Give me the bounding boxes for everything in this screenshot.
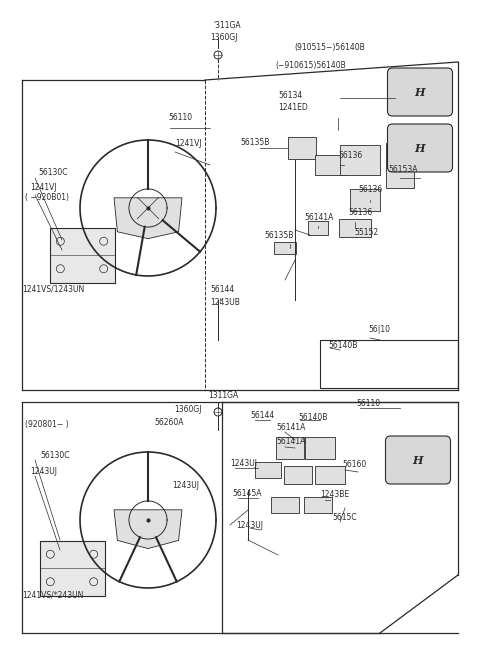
Text: 1243UJ: 1243UJ	[236, 521, 263, 530]
Text: 1311GA: 1311GA	[208, 391, 238, 400]
Bar	[339, 219, 371, 237]
Text: 56140B: 56140B	[328, 341, 358, 350]
Bar	[49, 227, 115, 283]
Bar	[305, 437, 335, 459]
Text: H: H	[413, 455, 423, 466]
Text: 1241VS/*243UN: 1241VS/*243UN	[22, 591, 84, 600]
Text: 1241VJ: 1241VJ	[175, 139, 202, 148]
Text: 56141A: 56141A	[276, 423, 305, 432]
Text: 56136: 56136	[338, 151, 362, 160]
Text: 1243UJ: 1243UJ	[30, 467, 57, 476]
FancyBboxPatch shape	[385, 436, 451, 484]
Bar	[271, 497, 299, 513]
Bar	[315, 466, 345, 484]
Text: 56144: 56144	[250, 411, 274, 420]
Bar	[340, 145, 380, 175]
Text: 56136: 56136	[348, 208, 372, 217]
Bar	[320, 340, 458, 388]
Polygon shape	[114, 510, 182, 549]
Text: 1241ED: 1241ED	[278, 103, 308, 112]
Text: H: H	[415, 87, 425, 97]
Text: 1243UB: 1243UB	[210, 298, 240, 307]
Text: 1243BE: 1243BE	[320, 490, 349, 499]
Bar	[39, 541, 105, 595]
Text: 1243UJ: 1243UJ	[172, 481, 199, 490]
Text: 1360GJ: 1360GJ	[174, 405, 202, 414]
Text: (910515−)56140B: (910515−)56140B	[294, 43, 365, 52]
Text: ( −920B01): ( −920B01)	[25, 193, 69, 202]
Text: 1241VJ: 1241VJ	[30, 183, 57, 192]
Text: 56130C: 56130C	[40, 451, 70, 460]
Text: 56145A: 56145A	[232, 489, 262, 498]
Text: 56136: 56136	[358, 185, 382, 194]
Text: '311GA: '311GA	[213, 21, 240, 30]
Text: (−910615)56140B: (−910615)56140B	[275, 61, 346, 70]
Bar	[274, 242, 296, 254]
Text: 55152: 55152	[354, 228, 378, 237]
Text: 56160: 56160	[342, 460, 366, 469]
Bar	[350, 189, 380, 211]
Bar	[276, 437, 304, 459]
Text: 56141A: 56141A	[276, 437, 305, 446]
Text: 1241VS/1243UN: 1241VS/1243UN	[22, 285, 84, 294]
Text: 56110: 56110	[356, 399, 380, 408]
FancyBboxPatch shape	[387, 124, 453, 172]
Text: 5615C: 5615C	[332, 513, 357, 522]
Text: 56140B: 56140B	[298, 413, 327, 422]
Text: 56144: 56144	[210, 285, 234, 294]
Text: 56130C: 56130C	[38, 168, 68, 177]
Bar	[308, 221, 328, 235]
Bar	[304, 497, 332, 513]
Text: (920801− ): (920801− )	[25, 420, 69, 429]
Text: H: H	[415, 143, 425, 154]
Text: 56135B: 56135B	[240, 138, 269, 147]
Text: 56|10: 56|10	[368, 325, 390, 334]
Text: 56134: 56134	[278, 91, 302, 100]
Text: 1243UJ: 1243UJ	[230, 459, 257, 468]
Text: 56135B: 56135B	[264, 231, 293, 240]
Text: 56141A: 56141A	[304, 213, 334, 222]
Bar	[255, 462, 281, 478]
Bar	[284, 466, 312, 484]
Bar	[315, 155, 345, 175]
Text: 1360GJ: 1360GJ	[210, 33, 238, 42]
Polygon shape	[114, 198, 182, 238]
Bar	[288, 137, 316, 159]
Text: 56153A: 56153A	[388, 165, 418, 174]
Text: 56110: 56110	[168, 113, 192, 122]
Bar	[386, 143, 414, 187]
Text: 56260A: 56260A	[154, 418, 183, 427]
FancyBboxPatch shape	[387, 68, 453, 116]
